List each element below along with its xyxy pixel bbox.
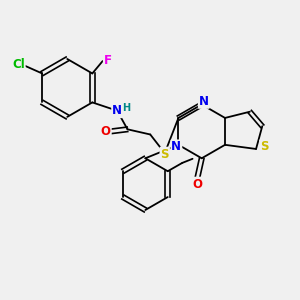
- Text: S: S: [260, 140, 269, 153]
- Text: O: O: [193, 178, 202, 190]
- Text: F: F: [104, 53, 112, 67]
- Text: H: H: [122, 103, 130, 112]
- Text: N: N: [199, 95, 209, 108]
- Text: N: N: [171, 140, 182, 153]
- Text: S: S: [160, 148, 169, 160]
- Text: Cl: Cl: [12, 58, 25, 70]
- Text: N: N: [112, 104, 122, 117]
- Text: O: O: [101, 125, 111, 138]
